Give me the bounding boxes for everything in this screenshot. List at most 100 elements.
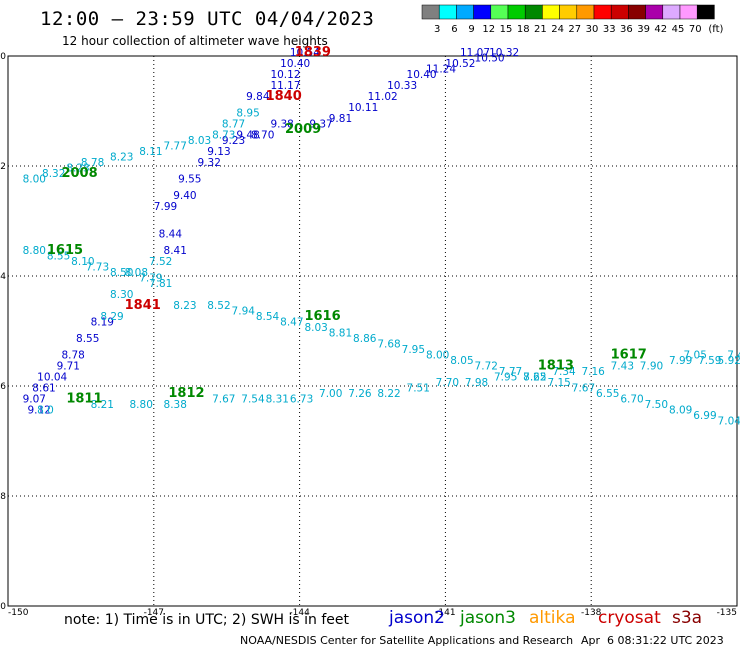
wave-height-label: 8.50 [110,267,133,279]
legend-swatch [593,4,612,20]
wave-height-label: 7.95 [402,344,425,356]
wave-height-label: 8.61 [32,383,55,395]
legend-swatch [490,4,509,20]
lon-tick-label: -138 [581,608,602,618]
legend-swatch [645,4,664,20]
map-tick-labels: -150 -147 -144 -141 -138 -135 -60 -62 -64 -66 -68 -… [0,52,737,618]
wave-height-label: 7.77 [164,141,187,153]
legend-swatch [456,4,474,20]
wave-height-label: 8.55 [47,251,70,263]
legend-swatch [438,4,457,20]
wave-height-label: 8.38 [164,399,187,411]
wave-height-label: 7.05 [684,350,707,362]
wave-height-label: 7.04 [718,416,740,428]
legend-swatch [576,4,595,20]
wave-height-label: 8.70 [251,130,274,142]
wave-height-label: 8.78 [81,157,104,169]
pass-time-label: 1841 [125,298,161,313]
legend-bin-label: 18 [517,24,530,35]
lon-tick-label: -150 [8,608,29,618]
lat-tick-label: -68 [0,492,6,502]
wave-height-label: 10.33 [387,80,417,92]
wave-height-label: 11.24 [426,64,456,76]
wave-height-label: 7.43 [611,361,634,373]
wave-height-label: 8.55 [76,333,99,345]
legend-swatch [524,4,543,20]
legend-bin-label: 27 [568,24,581,35]
legend-swatch [696,4,715,20]
legend-bin-label: 36 [620,24,633,35]
wave-height-label: 8.00 [426,350,449,362]
wave-height-label: 7.73 [86,262,109,274]
wave-height-label: 7.67 [572,383,595,395]
wave-height-label: 7.50 [645,399,668,411]
legend-swatch [507,4,526,20]
legend-bin-label: 30 [586,24,599,35]
wave-height-label: 9.81 [329,113,352,125]
legend-swatch [421,4,440,20]
legend-bin-label: 12 [482,24,495,35]
time-labels: 1839 1840 2009 2008 1615 1841 1616 1617 1813 1812… [47,45,647,407]
wave-height-label: 7.59 [698,355,721,367]
wave-height-label: 8.23 [173,300,196,312]
pass-time-label: 1813 [538,359,574,374]
wave-height-label: 7.67 [212,394,235,406]
legend-bin-label: 15 [500,24,513,35]
lat-tick-label: -64 [0,272,6,282]
wave-height-label: 8.86 [353,333,377,345]
pass-time-label: 1840 [266,89,302,104]
wave-height-label: 9.48 [236,130,259,142]
wave-height-label: 7.77 [499,366,522,378]
pass-time-label: 1615 [47,243,83,258]
wave-height-label: 9.32 [198,157,221,169]
wave-height-label: 7.52 [149,256,172,268]
wave-height-label: 8.19 [91,317,114,329]
wave-height-label: 6.99 [693,410,716,422]
track-labels: 8.418.447.999.409.559.329.139.239.488.70… [23,47,740,428]
page-title: 12:00 — 23:59 UTC 04/04/2023 [40,8,375,30]
legend-bin-label: 39 [637,24,650,35]
wave-height-label: 7.81 [149,278,172,290]
pass-time-label: 1811 [66,392,102,407]
legend-swatch [628,4,646,20]
lat-tick-label: -60 [0,52,6,62]
wave-height-label: 6.55 [596,388,619,400]
satellite-legend-jason2: jason2 [389,608,445,628]
wave-height-label: 8.09 [669,405,692,417]
wave-height-label: 7.99 [154,201,177,213]
wave-height-label: 8.80 [23,245,46,257]
wave-height-label: 8.44 [159,229,183,241]
wave-height-label: 8.80 [130,399,153,411]
legend-bin-label: 42 [654,24,667,35]
wave-height-label: 11.02 [368,91,398,103]
lat-tick-label: -70 [0,602,6,612]
color-legend: 3 6 9 12 15 18 21 24 27 30 33 36 39 42 45 70 (ft) [421,4,724,35]
satellite-legend-jason3: jason3 [460,608,516,628]
wave-height-label: 6.70 [620,394,643,406]
wave-height-label: 8.95 [236,108,259,120]
satellite-legend-s3a: s3a [672,608,703,628]
wave-height-label: 11.17 [270,80,300,92]
legend-swatch [662,4,681,20]
legend-swatch [559,4,578,20]
legend-bin-label: 9 [468,24,474,35]
wave-height-label: 7.90 [640,361,663,373]
pass-time-label: 2008 [61,166,97,181]
wave-height-label: 11.07 [460,47,490,59]
footer-note: note: 1) Time is in UTC; 2) SWH is in fe… [64,612,350,628]
legend-bin-label: 24 [551,24,564,35]
wave-height-label: 10.04 [37,372,67,384]
wave-height-label: 8.41 [164,245,187,257]
wave-height-label: 8.22 [523,372,546,384]
wave-height-label: 8.54 [256,311,280,323]
pass-time-label: 1839 [295,45,331,60]
wave-height-label: 10.50 [475,53,505,65]
pass-time-label: 1617 [611,348,647,363]
pass-time-label: 1616 [304,309,340,324]
lat-tick-label: -66 [0,382,6,392]
wave-height-label: 8.81 [329,328,352,340]
legend-swatch [473,4,492,20]
wave-height-label: 7.99 [669,355,692,367]
